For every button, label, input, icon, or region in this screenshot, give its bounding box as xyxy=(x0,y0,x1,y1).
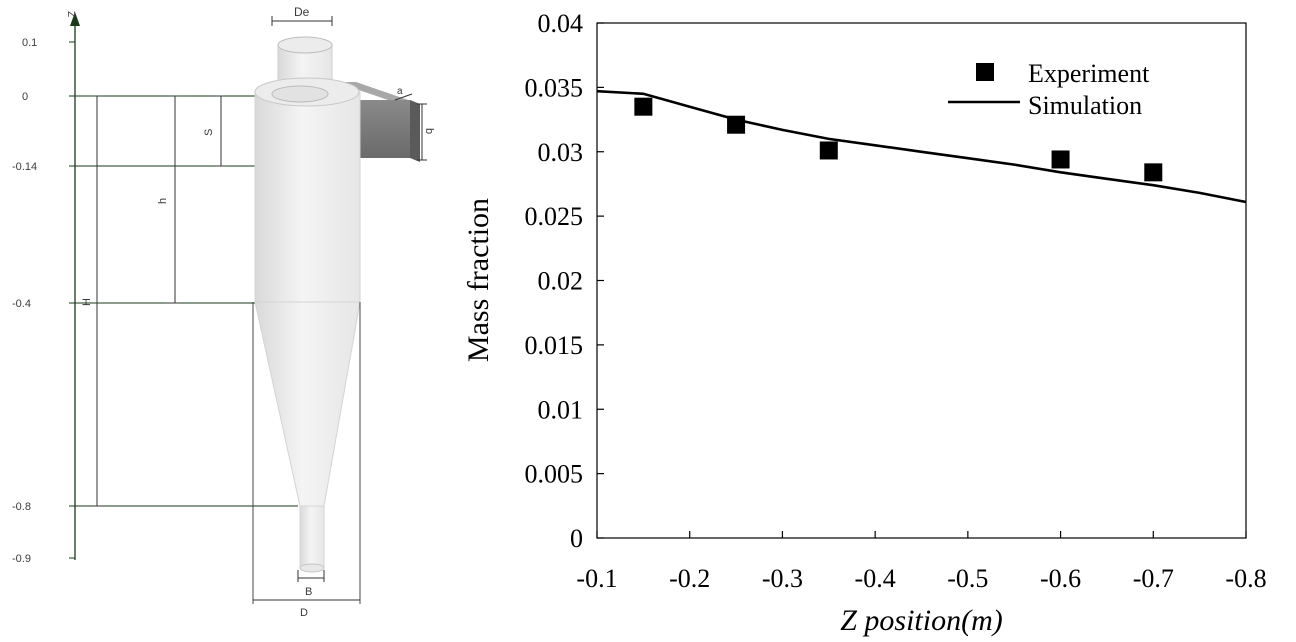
dim-h: h xyxy=(157,95,180,304)
x-tick-label: -0.3 xyxy=(762,564,803,593)
cyclone-body xyxy=(254,36,420,573)
svg-text:-0.8: -0.8 xyxy=(12,501,31,513)
x-tick-label: -0.6 xyxy=(1040,564,1081,593)
z-tick-minus-0.4: -0.4 xyxy=(12,298,75,310)
y-tick-label: 0.03 xyxy=(538,138,584,167)
svg-text:D: D xyxy=(300,607,308,619)
experiment-point xyxy=(634,97,653,116)
svg-text:De: De xyxy=(294,5,310,19)
experiment-point xyxy=(727,115,746,134)
dim-a: a xyxy=(394,86,413,101)
svg-text:b: b xyxy=(423,128,435,134)
z-axis-label: Z xyxy=(65,11,76,17)
y-tick-label: 0.005 xyxy=(525,460,584,489)
svg-text:H: H xyxy=(81,298,93,306)
z-tick-minus-0.9: -0.9 xyxy=(12,553,75,565)
y-tick-label: 0.035 xyxy=(525,73,584,102)
x-tick-label: -0.8 xyxy=(1225,564,1266,593)
svg-text:0: 0 xyxy=(22,91,28,103)
y-tick-label: 0.015 xyxy=(525,331,584,360)
z-tick-0.1: 0.1 xyxy=(22,37,75,49)
legend-simulation-label: Simulation xyxy=(1028,91,1142,120)
dim-De: De xyxy=(271,5,333,26)
dim-S: S xyxy=(203,95,226,167)
svg-text:-0.4: -0.4 xyxy=(12,298,31,310)
legend-experiment-label: Experiment xyxy=(1028,59,1150,88)
dim-H: H xyxy=(81,95,102,507)
y-tick-label: 0 xyxy=(570,524,583,553)
y-tick-label: 0.04 xyxy=(538,9,584,38)
cyclone-diagram: Z 0.1 0 -0.14 -0.4 -0.8 -0.9 xyxy=(12,5,435,619)
y-tick-label: 0.02 xyxy=(538,267,584,296)
experiment-point xyxy=(819,141,838,160)
x-tick-label: -0.7 xyxy=(1133,564,1174,593)
experiment-point xyxy=(1144,163,1163,182)
svg-text:-0.9: -0.9 xyxy=(12,553,31,565)
dim-B: B xyxy=(297,570,325,598)
svg-text:h: h xyxy=(157,198,169,204)
x-tick-label: -0.1 xyxy=(576,564,617,593)
y-tick-label: 0.025 xyxy=(525,202,584,231)
x-tick-label: -0.4 xyxy=(855,564,896,593)
experiment-point xyxy=(1051,150,1070,169)
z-tick-minus-0.14: -0.14 xyxy=(12,161,75,173)
svg-text:0.1: 0.1 xyxy=(22,37,37,49)
y-tick-label: 0.01 xyxy=(538,395,584,424)
dim-D: D xyxy=(252,302,361,619)
z-tick-minus-0.8: -0.8 xyxy=(12,501,75,513)
plot-frame xyxy=(596,22,1247,539)
x-tick-label: -0.2 xyxy=(669,564,710,593)
z-axis-arrow xyxy=(70,12,80,26)
dim-b: b xyxy=(417,103,435,161)
z-tick-0: 0 xyxy=(22,91,75,103)
x-axis-label: Z position(m) xyxy=(840,604,1003,637)
svg-text:-0.14: -0.14 xyxy=(12,161,37,173)
svg-text:S: S xyxy=(203,129,215,136)
x-tick-label: -0.5 xyxy=(947,564,988,593)
simulation-line xyxy=(596,89,1247,204)
svg-text:a: a xyxy=(397,86,403,97)
y-axis-label: Mass fraction xyxy=(462,198,495,362)
svg-text:B: B xyxy=(305,586,312,598)
legend-experiment-marker xyxy=(976,63,994,81)
